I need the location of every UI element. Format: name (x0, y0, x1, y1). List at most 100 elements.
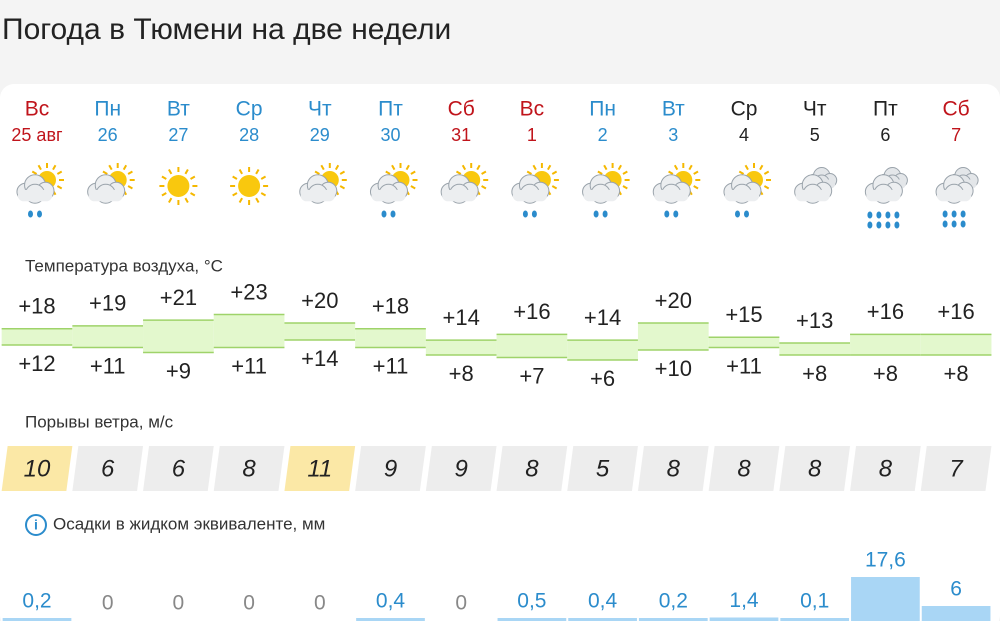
precip-value: 0,4 (376, 590, 406, 613)
weekday: Чт (308, 98, 332, 121)
precip-value: 6 (950, 578, 962, 601)
weekday: Вт (662, 98, 685, 121)
sun-ray (622, 170, 628, 175)
temp-band (708, 337, 780, 348)
cloud-part (937, 189, 972, 202)
weather-icon (935, 167, 979, 228)
weather-icon (369, 163, 418, 218)
sun-ray (603, 164, 608, 171)
rain-drop (960, 220, 966, 228)
temp-min: +6 (590, 366, 615, 391)
sun-ray (673, 164, 679, 171)
cloud-part (17, 189, 53, 202)
rain-drop (744, 210, 749, 218)
sun-ray (260, 192, 267, 197)
precip-value: 0 (102, 592, 114, 615)
rain-drop (942, 220, 948, 228)
sun-ray (232, 192, 238, 197)
weather-icon (440, 163, 489, 204)
sun-ray (526, 170, 533, 175)
wind-value: 8 (667, 455, 681, 482)
weather-icon (159, 167, 198, 205)
sun-ray (190, 192, 196, 197)
sun-ray (410, 185, 416, 190)
temp-band (1, 328, 73, 345)
weekday: Сб (448, 98, 475, 121)
sun-ray (688, 164, 693, 171)
sun-ray (385, 170, 391, 175)
precip-value: 17,6 (865, 549, 906, 572)
sun-ray (238, 197, 243, 203)
info-icon[interactable] (25, 514, 47, 536)
temp-min: +11 (373, 353, 409, 378)
wind-cell (567, 446, 638, 491)
sun-ray (334, 164, 340, 171)
wind-cell (708, 446, 780, 491)
sun-ray (168, 169, 173, 175)
wind-value: 8 (525, 455, 539, 482)
sun-ray (551, 170, 558, 175)
date: 2 (598, 125, 608, 145)
wind-value: 7 (949, 455, 964, 482)
date: 4 (739, 125, 749, 145)
sun-ray (260, 175, 267, 180)
wind-value: 9 (384, 455, 397, 482)
wind-value: 9 (455, 455, 468, 482)
wind-value: 6 (101, 455, 115, 482)
precip-value: 0 (173, 592, 185, 615)
weather-icon (582, 163, 630, 218)
info-glyph: i (34, 517, 38, 533)
sun-ray (168, 197, 173, 203)
wind-value: 10 (24, 455, 51, 482)
temp-min: +7 (519, 363, 544, 388)
sun-ray (744, 164, 749, 171)
date: 3 (668, 125, 678, 145)
date: 25 авг (11, 125, 63, 145)
temp-band (637, 323, 709, 350)
rain-drop (673, 210, 679, 218)
wind-cell (355, 446, 426, 491)
weather-icon (299, 163, 347, 204)
date: 27 (168, 125, 188, 145)
weekday: Пт (873, 98, 898, 121)
sun-ray (481, 170, 487, 175)
temp-max: +18 (18, 294, 55, 319)
weekday: Сб (942, 98, 969, 121)
temp-min: +8 (449, 361, 474, 386)
rain-drop (885, 211, 891, 219)
date: 31 (451, 125, 471, 145)
sun-ray (320, 164, 325, 171)
wind-cell (213, 446, 285, 491)
wind-cell (425, 446, 497, 491)
precip-value: 0 (243, 592, 255, 615)
cloud-part (88, 189, 123, 202)
wind-value: 8 (737, 455, 751, 482)
temp-max: +14 (443, 305, 480, 330)
sun-ray (127, 185, 133, 190)
temp-min: +11 (726, 353, 762, 378)
cloud-part (724, 189, 760, 202)
rain-drop (531, 210, 537, 218)
weather-icon (230, 167, 269, 205)
weather-icon (87, 163, 135, 204)
rain-drop (28, 210, 33, 218)
rain-drop (522, 210, 528, 218)
date: 7 (951, 125, 961, 145)
sun-ray (693, 185, 699, 190)
section-label: Температура воздуха, °C (25, 256, 223, 275)
precip-bar (780, 618, 850, 621)
sun-ray (255, 197, 260, 203)
sun-ray (37, 164, 42, 171)
sun-ray (405, 164, 410, 171)
cloud-part (795, 189, 830, 202)
rain-drop (602, 210, 608, 218)
precip-bar (709, 617, 779, 621)
wind-cell (284, 446, 356, 491)
precip-value: 0,2 (659, 590, 688, 613)
sun-ray (108, 164, 113, 171)
temp-band (567, 340, 638, 360)
sun-ray (547, 164, 552, 171)
temp-band (920, 334, 992, 355)
